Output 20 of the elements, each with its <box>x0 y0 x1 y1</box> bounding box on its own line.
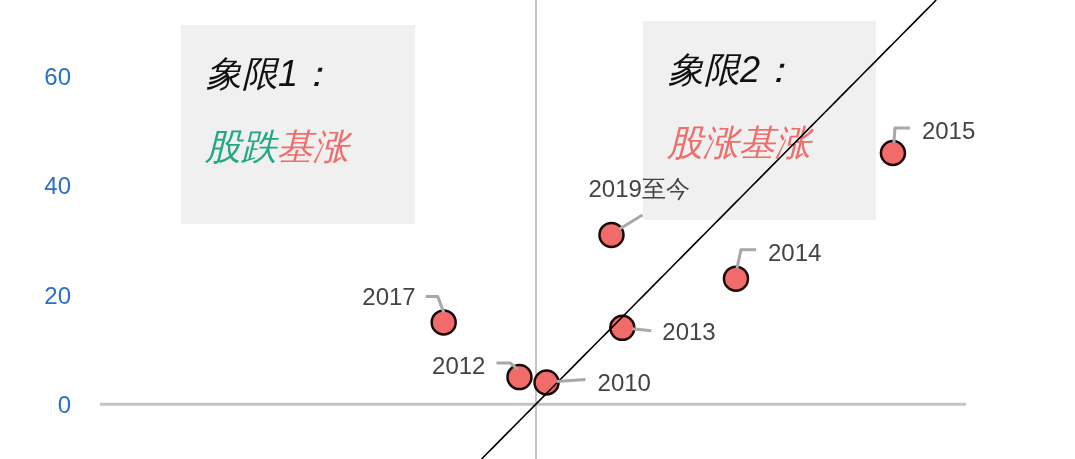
y-tick-label: 60 <box>44 63 71 91</box>
point <box>506 363 533 391</box>
point <box>533 369 560 396</box>
annotation: 2019至今 <box>588 175 690 203</box>
annotation: 2014 <box>767 239 822 267</box>
annotation: 2012 <box>432 351 486 379</box>
point <box>598 221 625 249</box>
point <box>879 139 907 167</box>
annotation: 象限1： <box>206 53 335 95</box>
point <box>722 265 750 292</box>
point <box>609 314 636 342</box>
y-tick-label: 40 <box>44 172 71 200</box>
annotation: 2015 <box>921 116 976 144</box>
annotation: 2013 <box>662 318 716 346</box>
annotation: 象限2： <box>668 49 797 91</box>
annotation: 2010 <box>597 369 651 396</box>
y-tick-label: 20 <box>44 281 71 309</box>
annotation: 2017 <box>362 282 416 310</box>
point <box>430 309 457 336</box>
y-tick-label: 0 <box>57 390 71 418</box>
